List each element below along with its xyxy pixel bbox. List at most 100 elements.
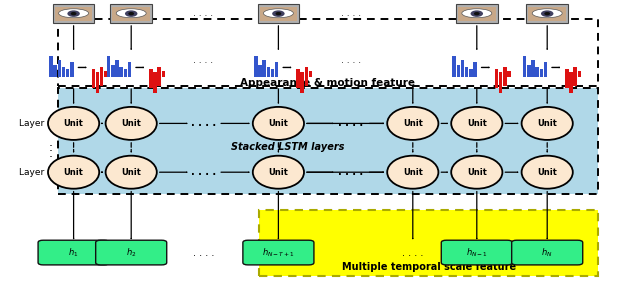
Bar [296, 77, 300, 88]
Text: . . . .: . . . . [340, 56, 361, 65]
Ellipse shape [532, 9, 562, 18]
FancyBboxPatch shape [113, 7, 150, 21]
Text: Unit: Unit [268, 168, 289, 177]
Bar [540, 69, 543, 77]
Bar [565, 77, 569, 88]
Bar [507, 71, 511, 77]
Bar [573, 67, 577, 77]
Bar [570, 72, 573, 77]
Ellipse shape [67, 10, 80, 17]
Ellipse shape [253, 156, 304, 189]
Text: $h_{N-1}$: $h_{N-1}$ [466, 246, 488, 259]
Bar [456, 65, 460, 77]
Text: Unit: Unit [537, 119, 557, 128]
FancyBboxPatch shape [259, 210, 598, 276]
Bar [161, 71, 165, 77]
Ellipse shape [462, 9, 492, 18]
Bar [96, 77, 99, 93]
Bar [296, 69, 300, 77]
Bar [70, 62, 74, 77]
Ellipse shape [128, 12, 134, 15]
Ellipse shape [522, 156, 573, 189]
Text: . . . .: . . . . [193, 9, 214, 18]
Bar [573, 77, 577, 86]
Text: Unit: Unit [121, 168, 141, 177]
Ellipse shape [451, 156, 502, 189]
Bar [465, 67, 468, 77]
FancyBboxPatch shape [456, 4, 498, 23]
Bar [503, 67, 507, 77]
Text: . . . .: . . . . [338, 167, 364, 177]
Text: . . . .: . . . . [402, 248, 424, 257]
FancyBboxPatch shape [53, 4, 95, 23]
Text: . . . .: . . . . [193, 56, 214, 65]
FancyBboxPatch shape [529, 7, 566, 21]
Bar [570, 77, 573, 93]
Ellipse shape [48, 107, 99, 140]
Bar [100, 77, 104, 86]
Bar [469, 69, 472, 77]
Bar [128, 62, 131, 77]
Text: Unit: Unit [403, 119, 423, 128]
Text: .: . [49, 141, 52, 154]
Bar [305, 77, 308, 86]
FancyBboxPatch shape [526, 4, 568, 23]
Ellipse shape [275, 12, 282, 15]
Bar [543, 62, 547, 77]
Bar [565, 69, 569, 77]
Text: Unit: Unit [63, 168, 84, 177]
Bar [499, 77, 502, 93]
Text: . . . .: . . . . [338, 119, 364, 128]
Text: . . . .: . . . . [191, 119, 216, 128]
FancyBboxPatch shape [458, 7, 496, 21]
Bar [503, 77, 507, 86]
Bar [527, 65, 531, 77]
FancyBboxPatch shape [58, 19, 598, 86]
Text: Unit: Unit [403, 168, 423, 177]
Text: Unit: Unit [537, 168, 557, 177]
FancyBboxPatch shape [243, 240, 314, 265]
Ellipse shape [474, 12, 480, 15]
Bar [104, 71, 108, 77]
Bar [149, 69, 153, 77]
Bar [119, 67, 123, 77]
Text: .: . [49, 135, 52, 149]
Bar [154, 77, 157, 93]
Bar [149, 77, 153, 88]
Ellipse shape [125, 10, 138, 17]
Bar [92, 69, 95, 77]
FancyBboxPatch shape [512, 240, 583, 265]
Bar [275, 62, 278, 77]
Bar [305, 67, 308, 77]
FancyBboxPatch shape [110, 4, 152, 23]
Bar [58, 60, 61, 77]
FancyBboxPatch shape [442, 240, 512, 265]
Bar [262, 60, 266, 77]
Ellipse shape [70, 12, 77, 15]
Ellipse shape [541, 10, 554, 17]
Bar [301, 72, 304, 77]
Text: $h_1$: $h_1$ [68, 246, 79, 259]
Bar [62, 67, 65, 77]
Text: . . . .: . . . . [340, 9, 361, 18]
FancyBboxPatch shape [260, 7, 297, 21]
Bar [301, 77, 304, 93]
Ellipse shape [116, 9, 146, 18]
Ellipse shape [451, 107, 502, 140]
Text: Multiple temporal scale feature: Multiple temporal scale feature [342, 262, 516, 272]
Bar [115, 60, 119, 77]
Bar [254, 56, 258, 77]
Ellipse shape [387, 107, 438, 140]
Text: Appearance & motion feature: Appearance & motion feature [240, 78, 415, 88]
Text: Layer 1: Layer 1 [19, 119, 52, 128]
Text: Unit: Unit [121, 119, 141, 128]
Bar [54, 65, 57, 77]
Bar [531, 60, 534, 77]
Bar [157, 67, 161, 77]
FancyBboxPatch shape [55, 7, 93, 21]
Text: Unit: Unit [63, 119, 84, 128]
Ellipse shape [106, 107, 157, 140]
Bar [154, 72, 157, 77]
Ellipse shape [59, 9, 88, 18]
Bar [157, 77, 161, 86]
